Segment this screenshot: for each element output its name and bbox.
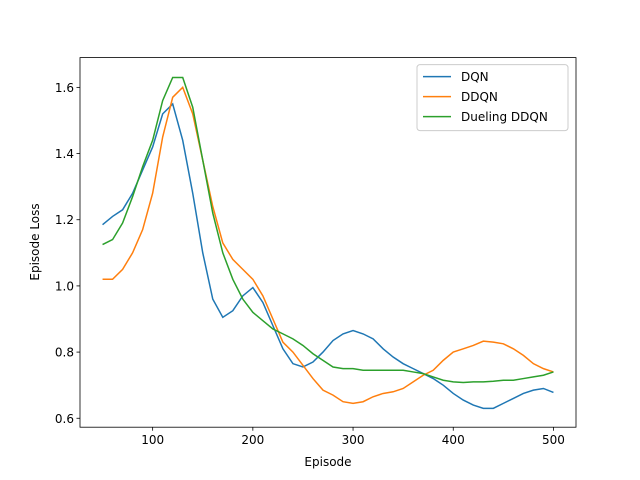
y-tick-label: 1.0	[55, 279, 74, 293]
legend-label: DQN	[461, 70, 489, 84]
x-tick-label: 200	[241, 433, 264, 447]
x-tick-label: 400	[442, 433, 465, 447]
x-tick-label: 500	[542, 433, 565, 447]
x-axis-label: Episode	[304, 455, 351, 469]
y-tick-label: 1.6	[55, 81, 74, 95]
y-tick-label: 1.4	[55, 147, 74, 161]
series-line	[102, 76, 554, 384]
y-tick-label: 0.6	[55, 412, 74, 426]
x-tick-label: 300	[342, 433, 365, 447]
series-line	[102, 102, 554, 410]
x-tick-label: 100	[141, 433, 164, 447]
legend-label: DDQN	[461, 90, 498, 104]
series-line	[102, 86, 554, 405]
legend-label: Dueling DDQN	[461, 110, 548, 124]
y-tick-label: 0.8	[55, 346, 74, 360]
y-axis-label: Episode Loss	[28, 203, 42, 280]
y-tick-label: 1.2	[55, 213, 74, 227]
plot-frame	[79, 57, 577, 428]
legend-box	[416, 64, 569, 132]
